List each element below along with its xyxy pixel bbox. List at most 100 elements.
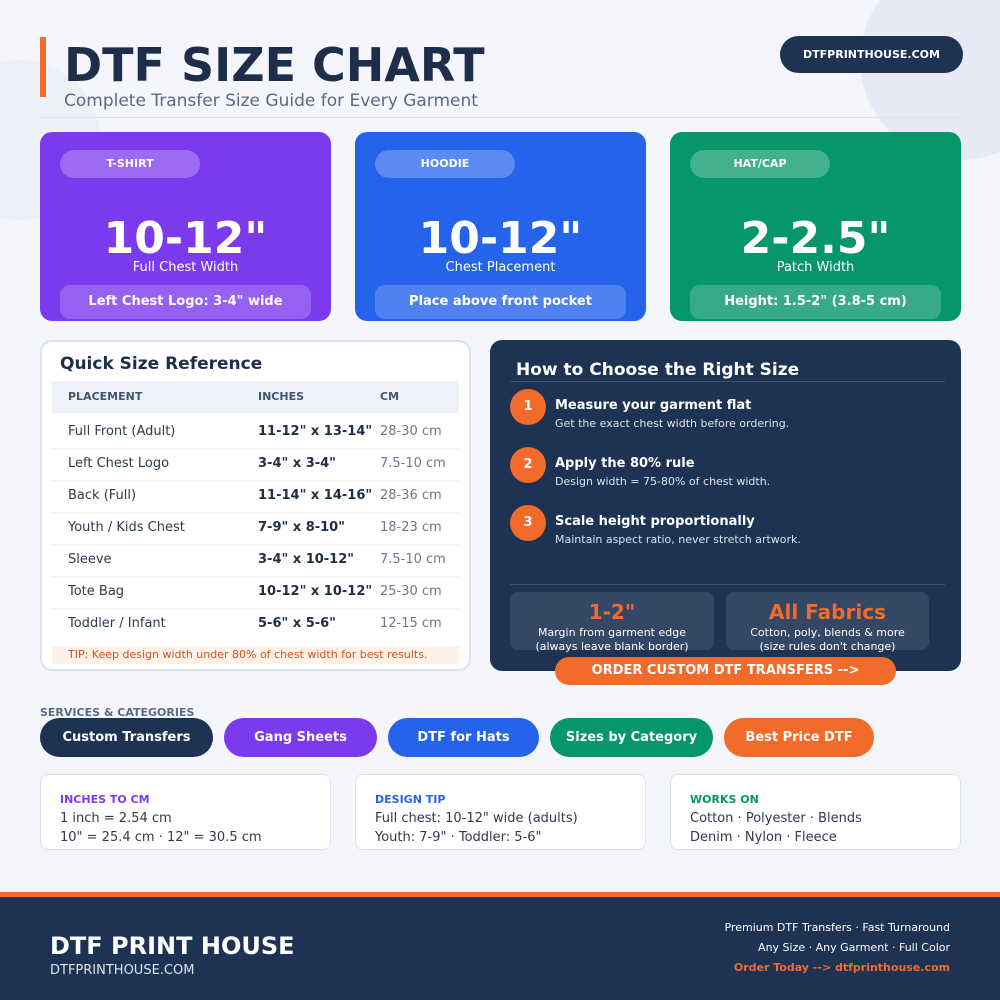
info-line: Youth: 7-9" · Toddler: 5-6" bbox=[375, 830, 542, 845]
stat-line: Cotton, poly, blends & more bbox=[750, 626, 905, 639]
row-divider bbox=[52, 448, 459, 449]
info-line: Full chest: 10-12" wide (adults) bbox=[375, 811, 578, 826]
service-pill[interactable]: Sizes by Category bbox=[550, 718, 713, 757]
column-header: PLACEMENT bbox=[68, 390, 143, 403]
table-cell: Full Front (Adult) bbox=[68, 424, 176, 439]
column-header: CM bbox=[380, 390, 400, 403]
card-tag: T-SHIRT bbox=[60, 150, 200, 178]
stat-box bbox=[510, 592, 714, 650]
info-line: 10" = 25.4 cm · 12" = 30.5 cm bbox=[60, 830, 262, 845]
footer bbox=[0, 897, 1000, 1000]
accent-bar bbox=[40, 37, 46, 97]
size-card bbox=[40, 132, 331, 321]
info-title: WORKS ON bbox=[690, 793, 759, 806]
table-cell: 11-12" x 13-14" bbox=[258, 424, 373, 439]
table-cell: Toddler / Infant bbox=[68, 616, 166, 631]
table-cell: 28-36 cm bbox=[380, 488, 442, 503]
table-cell: 3-4" x 10-12" bbox=[258, 552, 355, 567]
card-tag: HOODIE bbox=[375, 150, 515, 178]
column-header: INCHES bbox=[258, 390, 305, 403]
table-cell: 5-6" x 5-6" bbox=[258, 616, 336, 631]
stat-value: 1-2" bbox=[588, 600, 636, 624]
guide-panel bbox=[490, 340, 961, 671]
table-cell: 3-4" x 3-4" bbox=[258, 456, 336, 471]
size-card bbox=[355, 132, 646, 321]
service-pill[interactable]: DTF for Hats bbox=[388, 718, 539, 757]
footer-brand: DTF PRINT HOUSE bbox=[50, 932, 295, 960]
footer-line: Any Size · Any Garment · Full Color bbox=[758, 941, 950, 954]
footer-line[interactable]: Order Today --> dtfprinthouse.com bbox=[733, 961, 950, 974]
table-cell: 11-14" x 14-16" bbox=[258, 488, 373, 503]
step-number: 1 bbox=[510, 389, 546, 425]
reference-title: Quick Size Reference bbox=[60, 354, 263, 374]
info-title: DESIGN TIP bbox=[375, 793, 446, 806]
services-label: SERVICES & CATEGORIES bbox=[40, 706, 195, 719]
step-title: Measure your garment flat bbox=[555, 398, 752, 413]
row-divider bbox=[52, 608, 459, 609]
subtitle: Complete Transfer Size Guide for Every G… bbox=[64, 91, 478, 111]
card-note: Place above front pocket bbox=[375, 285, 626, 319]
table-cell: 18-23 cm bbox=[380, 520, 442, 535]
card-size: 10-12" bbox=[418, 213, 583, 264]
table-cell: Youth / Kids Chest bbox=[68, 520, 185, 535]
info-line: Denim · Nylon · Fleece bbox=[690, 830, 837, 845]
card-caption: Full Chest Width bbox=[132, 260, 239, 275]
step-number: 3 bbox=[510, 505, 546, 541]
info-card bbox=[670, 774, 961, 850]
info-line: Cotton · Polyester · Blends bbox=[690, 811, 862, 826]
info-line: 1 inch = 2.54 cm bbox=[60, 811, 172, 826]
card-caption: Chest Placement bbox=[445, 260, 556, 275]
step-title: Apply the 80% rule bbox=[555, 456, 695, 471]
stat-line: (size rules don't change) bbox=[759, 640, 896, 653]
step-text: Maintain aspect ratio, never stretch art… bbox=[555, 533, 801, 546]
step-text: Get the exact chest width before orderin… bbox=[555, 417, 790, 430]
badge[interactable]: DTFPRINTHOUSE.COM bbox=[780, 36, 963, 73]
table-cell: 28-30 cm bbox=[380, 424, 442, 439]
card-caption: Patch Width bbox=[776, 260, 855, 275]
table-cell: Tote Bag bbox=[68, 584, 125, 599]
row-divider bbox=[52, 544, 459, 545]
table-header bbox=[52, 381, 459, 413]
row-divider bbox=[52, 512, 459, 513]
card-size: 10-12" bbox=[103, 213, 268, 264]
card-size: 2-2.5" bbox=[740, 213, 891, 264]
step-title: Scale height proportionally bbox=[555, 514, 755, 529]
table-cell: 25-30 cm bbox=[380, 584, 442, 599]
stat-line: (always leave blank border) bbox=[535, 640, 689, 653]
divider bbox=[40, 117, 960, 118]
step-number: 2 bbox=[510, 447, 546, 483]
size-card bbox=[670, 132, 961, 321]
card-note: Left Chest Logo: 3-4" wide bbox=[60, 285, 311, 319]
card-note: Height: 1.5-2" (3.8-5 cm) bbox=[690, 285, 941, 319]
stat-box bbox=[726, 592, 929, 650]
stat-value: All Fabrics bbox=[769, 600, 886, 624]
tip: TIP: Keep design width under 80% of ches… bbox=[52, 646, 459, 664]
info-card bbox=[355, 774, 646, 850]
order-button[interactable]: ORDER CUSTOM DTF TRANSFERS --> bbox=[555, 657, 896, 685]
info-title: INCHES TO CM bbox=[60, 793, 150, 806]
guide-divider bbox=[510, 381, 945, 382]
table-cell: Back (Full) bbox=[68, 488, 137, 503]
service-pill[interactable]: Best Price DTF bbox=[724, 718, 874, 757]
row-divider bbox=[52, 480, 459, 481]
card-tag: HAT/CAP bbox=[690, 150, 830, 178]
footer-url: DTFPRINTHOUSE.COM bbox=[50, 963, 195, 978]
row-divider bbox=[52, 576, 459, 577]
table-cell: Sleeve bbox=[68, 552, 112, 567]
info-card bbox=[40, 774, 331, 850]
table-cell: 10-12" x 10-12" bbox=[258, 584, 373, 599]
footer-line: Premium DTF Transfers · Fast Turnaround bbox=[724, 921, 950, 934]
guide-divider bbox=[510, 584, 945, 585]
service-pill[interactable]: Custom Transfers bbox=[40, 718, 213, 757]
title: DTF SIZE CHART bbox=[64, 38, 485, 92]
table-cell: 7.5-10 cm bbox=[380, 456, 446, 471]
service-pill[interactable]: Gang Sheets bbox=[224, 718, 377, 757]
table-cell: 7.5-10 cm bbox=[380, 552, 446, 567]
guide-title: How to Choose the Right Size bbox=[516, 360, 800, 380]
footer-strip bbox=[0, 892, 1000, 897]
table-cell: Left Chest Logo bbox=[68, 456, 170, 471]
table-cell: 7-9" x 8-10" bbox=[258, 520, 346, 535]
stat-line: Margin from garment edge bbox=[538, 626, 686, 639]
step-text: Design width = 75-80% of chest width. bbox=[555, 475, 771, 488]
